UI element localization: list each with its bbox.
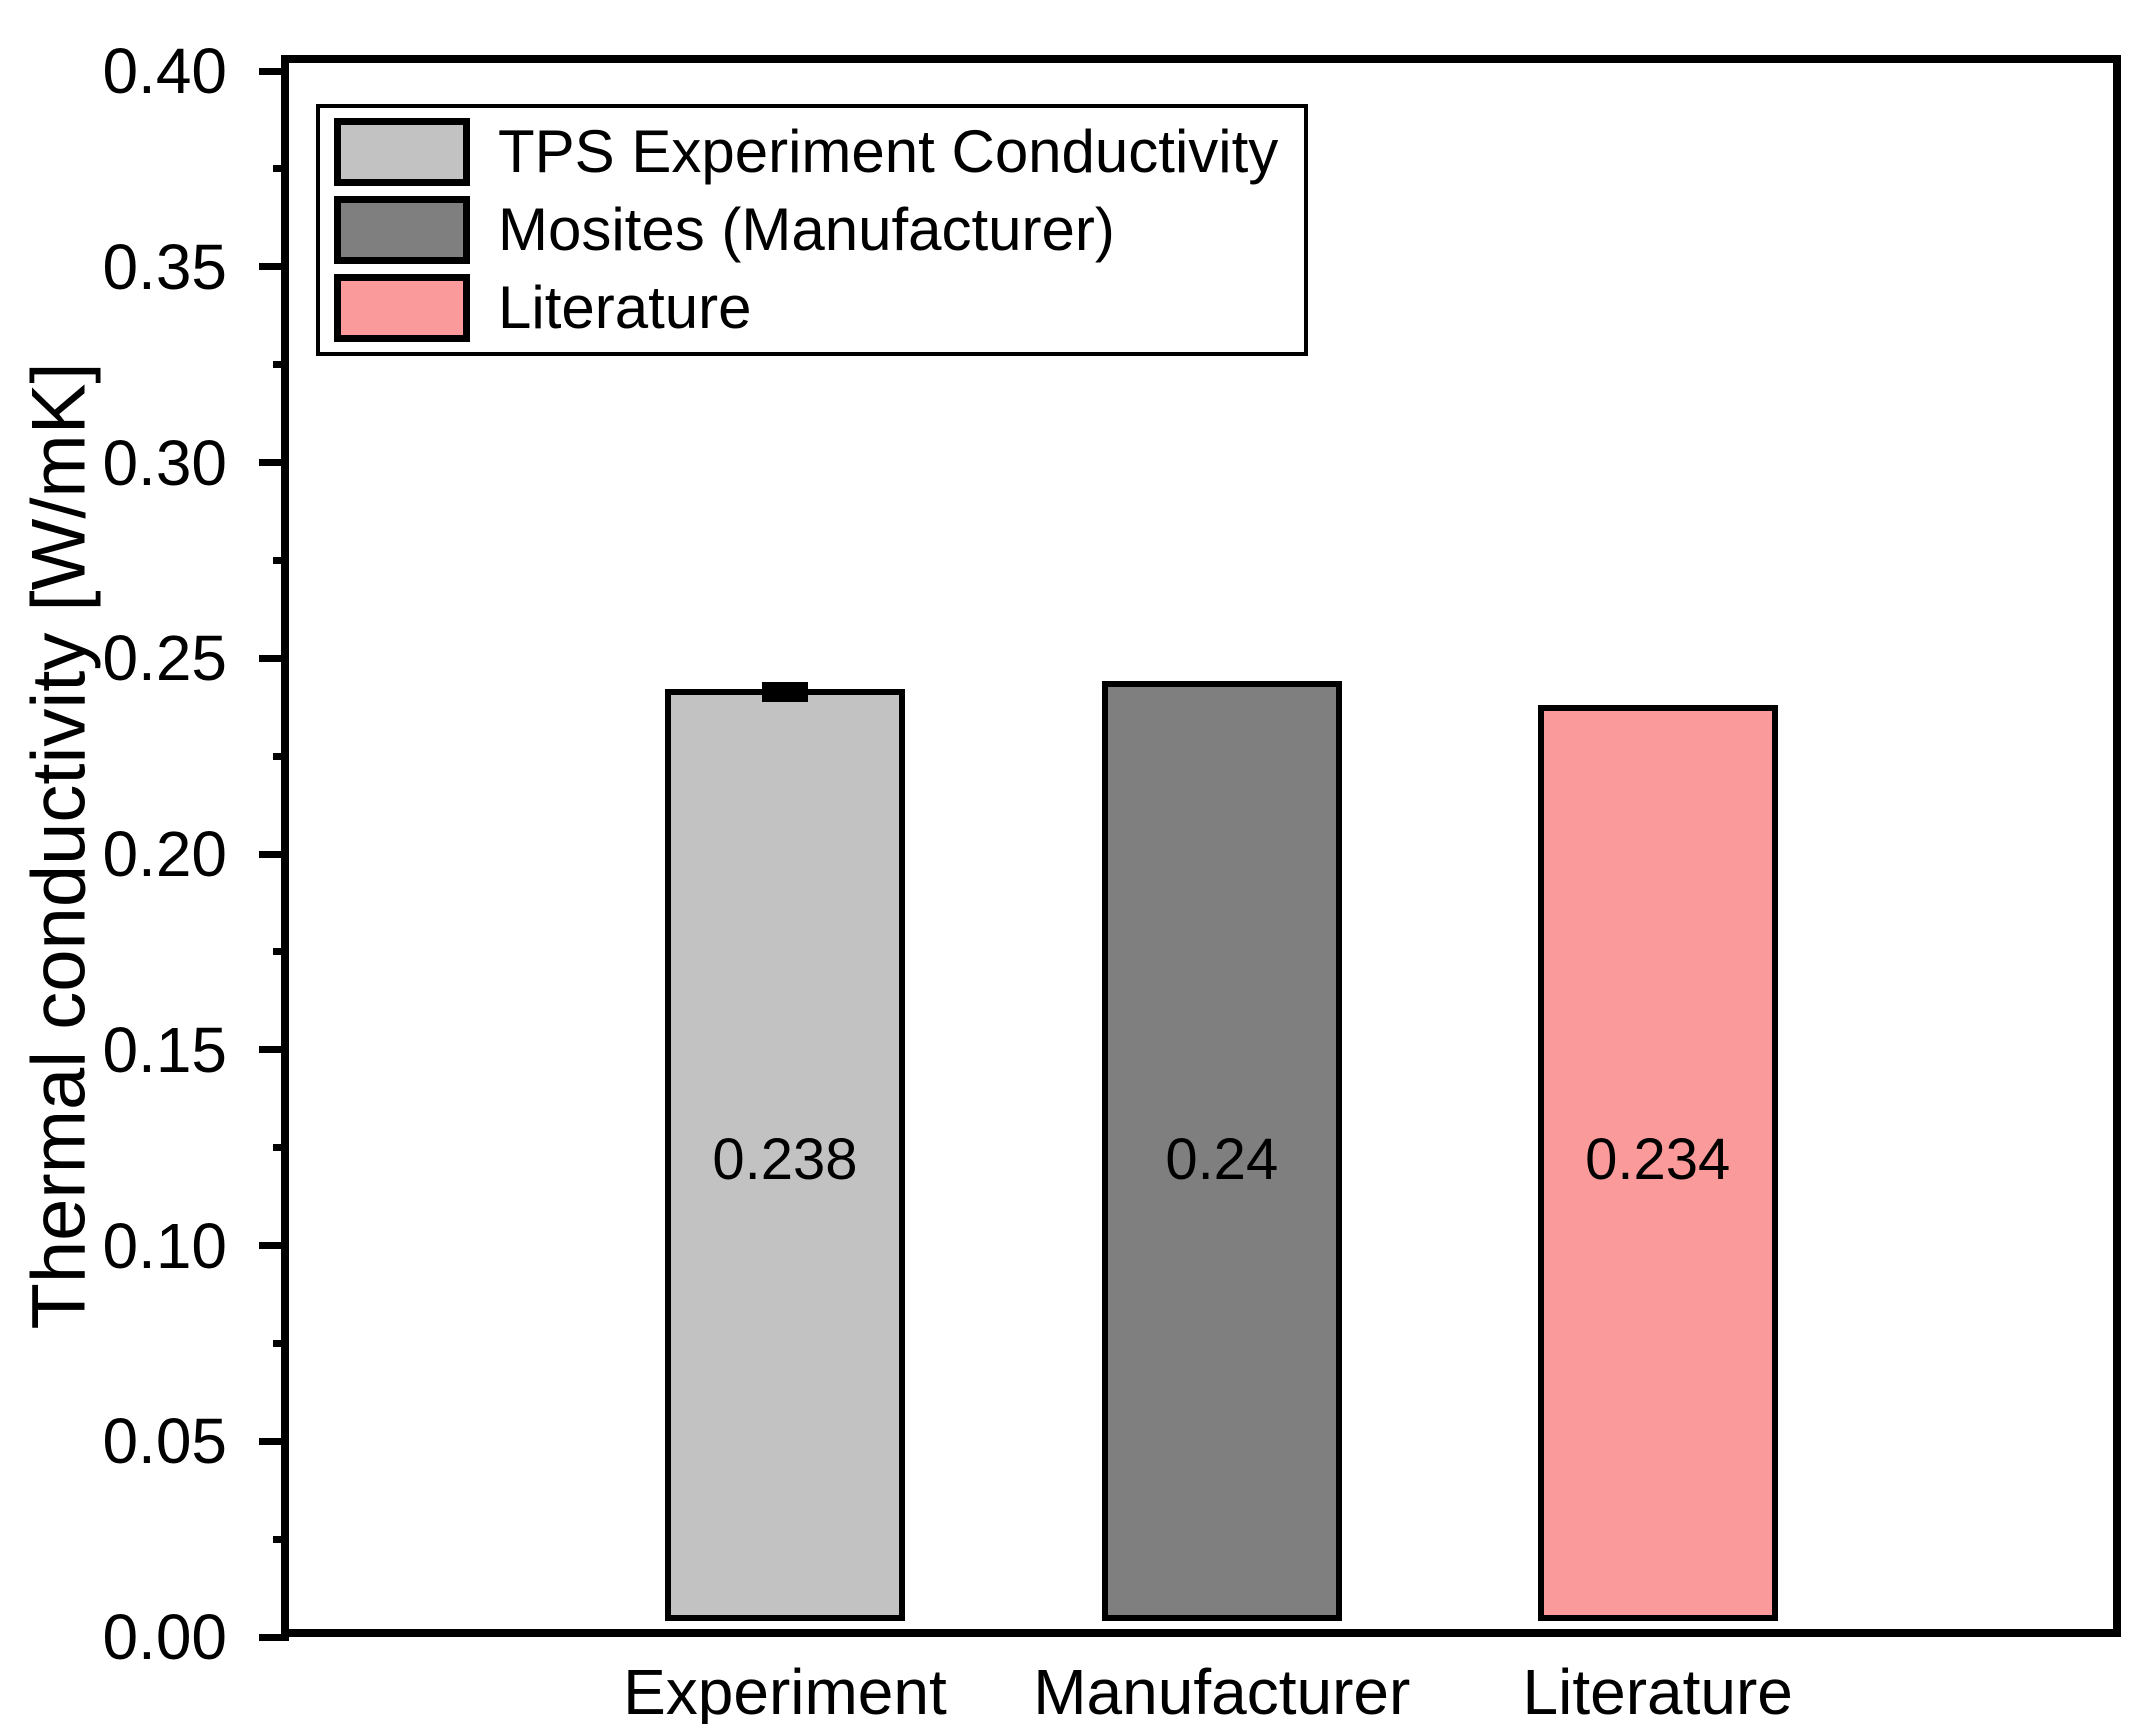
legend-row: Mosites (Manufacturer) <box>334 196 1278 264</box>
y-tick-label: 0.10 <box>102 1209 227 1282</box>
y-major-tick <box>259 67 289 75</box>
y-major-tick <box>259 1242 289 1249</box>
x-category-label-manufacturer: Manufacturer <box>1033 1656 1411 1724</box>
bar-manufacturer: 0.24 <box>1101 681 1342 1621</box>
y-tick-label: 0.25 <box>102 622 227 695</box>
y-major-tick <box>259 459 289 466</box>
y-tick-label: 0.15 <box>102 1013 227 1086</box>
y-major-tick <box>259 1437 289 1445</box>
y-major-tick <box>259 1046 289 1054</box>
x-category-label-experiment: Experiment <box>623 1656 947 1724</box>
y-minor-tick <box>273 1339 289 1347</box>
y-major-tick <box>259 654 289 662</box>
y-tick-label: 0.00 <box>102 1601 227 1673</box>
y-major-tick <box>259 850 289 858</box>
legend-swatch <box>334 196 470 264</box>
error-bar <box>761 682 808 703</box>
legend-swatch <box>334 118 470 186</box>
y-tick-label: 0.05 <box>102 1405 227 1478</box>
y-minor-tick <box>273 165 289 173</box>
legend-row: Literature <box>334 274 1278 342</box>
y-major-tick <box>259 263 289 271</box>
legend: TPS Experiment Conductivity Mosites (Manu… <box>316 104 1309 356</box>
y-tick-label: 0.20 <box>102 818 227 890</box>
y-minor-tick <box>273 1535 289 1543</box>
y-minor-tick <box>273 556 289 564</box>
legend-label: Literature <box>498 274 752 341</box>
y-minor-tick <box>273 948 289 956</box>
legend-row: TPS Experiment Conductivity <box>334 118 1278 186</box>
y-tick-label: 0.40 <box>102 35 227 107</box>
bar-experiment: 0.238 <box>664 682 905 1621</box>
legend-label: Mosites (Manufacturer) <box>498 196 1115 263</box>
y-major-tick <box>259 1633 289 1641</box>
y-minor-tick <box>273 361 289 369</box>
x-category-label-literature: Literature <box>1522 1656 1793 1724</box>
bar-literature: 0.234 <box>1537 704 1778 1621</box>
legend-label: TPS Experiment Conductivity <box>498 118 1279 185</box>
y-minor-tick <box>273 1144 289 1152</box>
y-axis-title: Thermal conductivity [W/mK] <box>17 362 103 1330</box>
bar-value-label: 0.234 <box>1585 1127 1731 1192</box>
bar-value-label: 0.24 <box>1165 1127 1279 1192</box>
legend-swatch <box>334 274 470 342</box>
y-tick-label: 0.35 <box>102 230 227 303</box>
plot-area: 0.00 0.05 0.10 0.15 0.20 0.25 0.30 0.35 0.40 0.2… <box>102 39 2121 1724</box>
y-tick-label: 0.30 <box>102 426 227 499</box>
bar-value-label: 0.238 <box>712 1127 858 1192</box>
y-minor-tick <box>273 752 289 760</box>
